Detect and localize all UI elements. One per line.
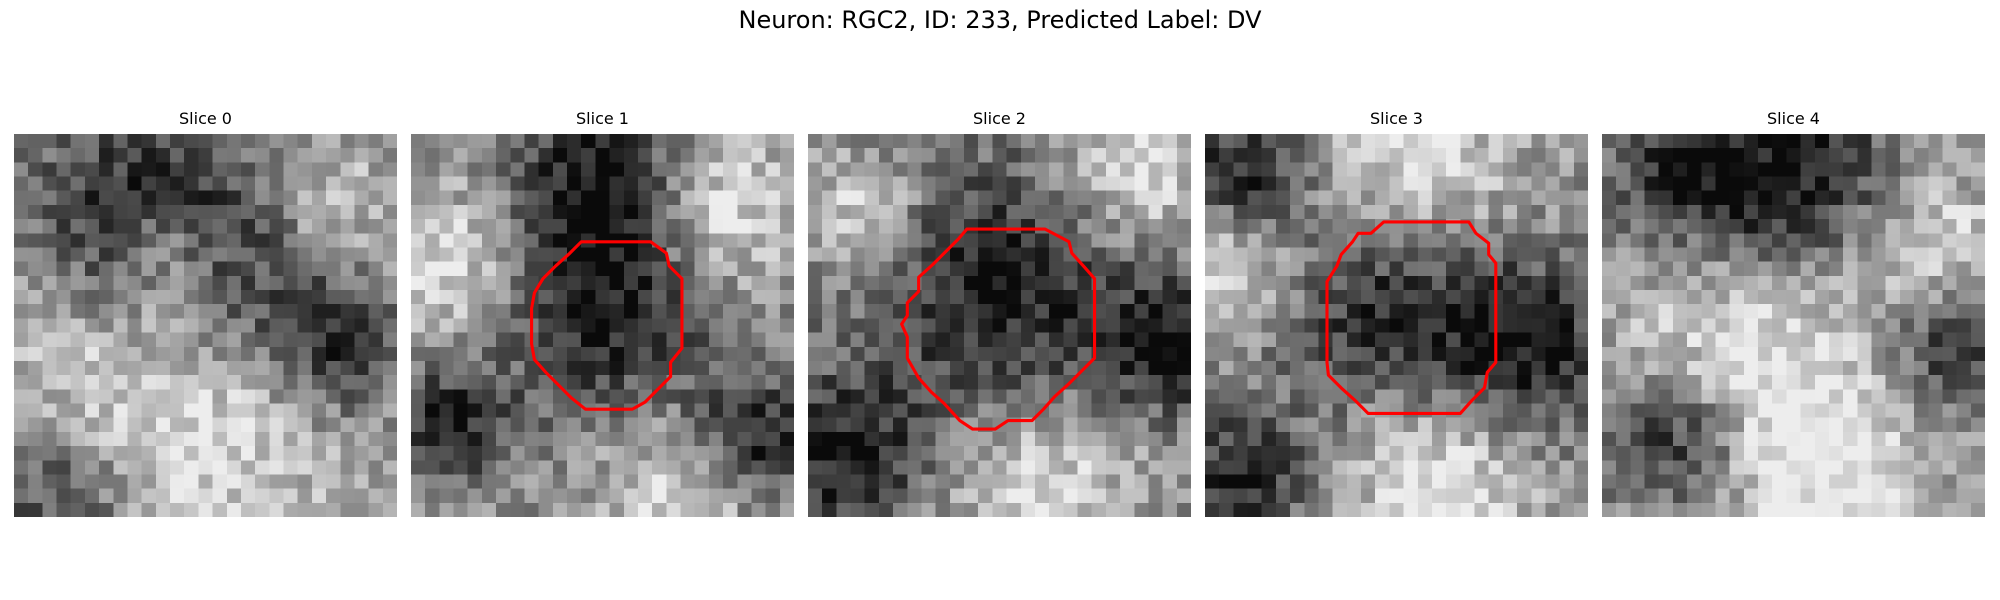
slice-panel-3: Slice 3 <box>1205 108 1588 130</box>
figure-title: Neuron: RGC2, ID: 233, Predicted Label: … <box>0 6 2000 34</box>
slice-title: Slice 0 <box>14 108 397 130</box>
slice-image <box>1205 134 1588 517</box>
slice-image <box>14 134 397 517</box>
slice-title: Slice 4 <box>1602 108 1985 130</box>
slice-image <box>808 134 1191 517</box>
slice-panel-1: Slice 1 <box>411 108 794 130</box>
slice-panel-2: Slice 2 <box>808 108 1191 130</box>
slice-panel-4: Slice 4 <box>1602 108 1985 130</box>
slice-title: Slice 1 <box>411 108 794 130</box>
slice-title: Slice 2 <box>808 108 1191 130</box>
slice-panel-0: Slice 0 <box>14 108 397 130</box>
slice-title: Slice 3 <box>1205 108 1588 130</box>
slice-image <box>1602 134 1985 517</box>
slice-image <box>411 134 794 517</box>
